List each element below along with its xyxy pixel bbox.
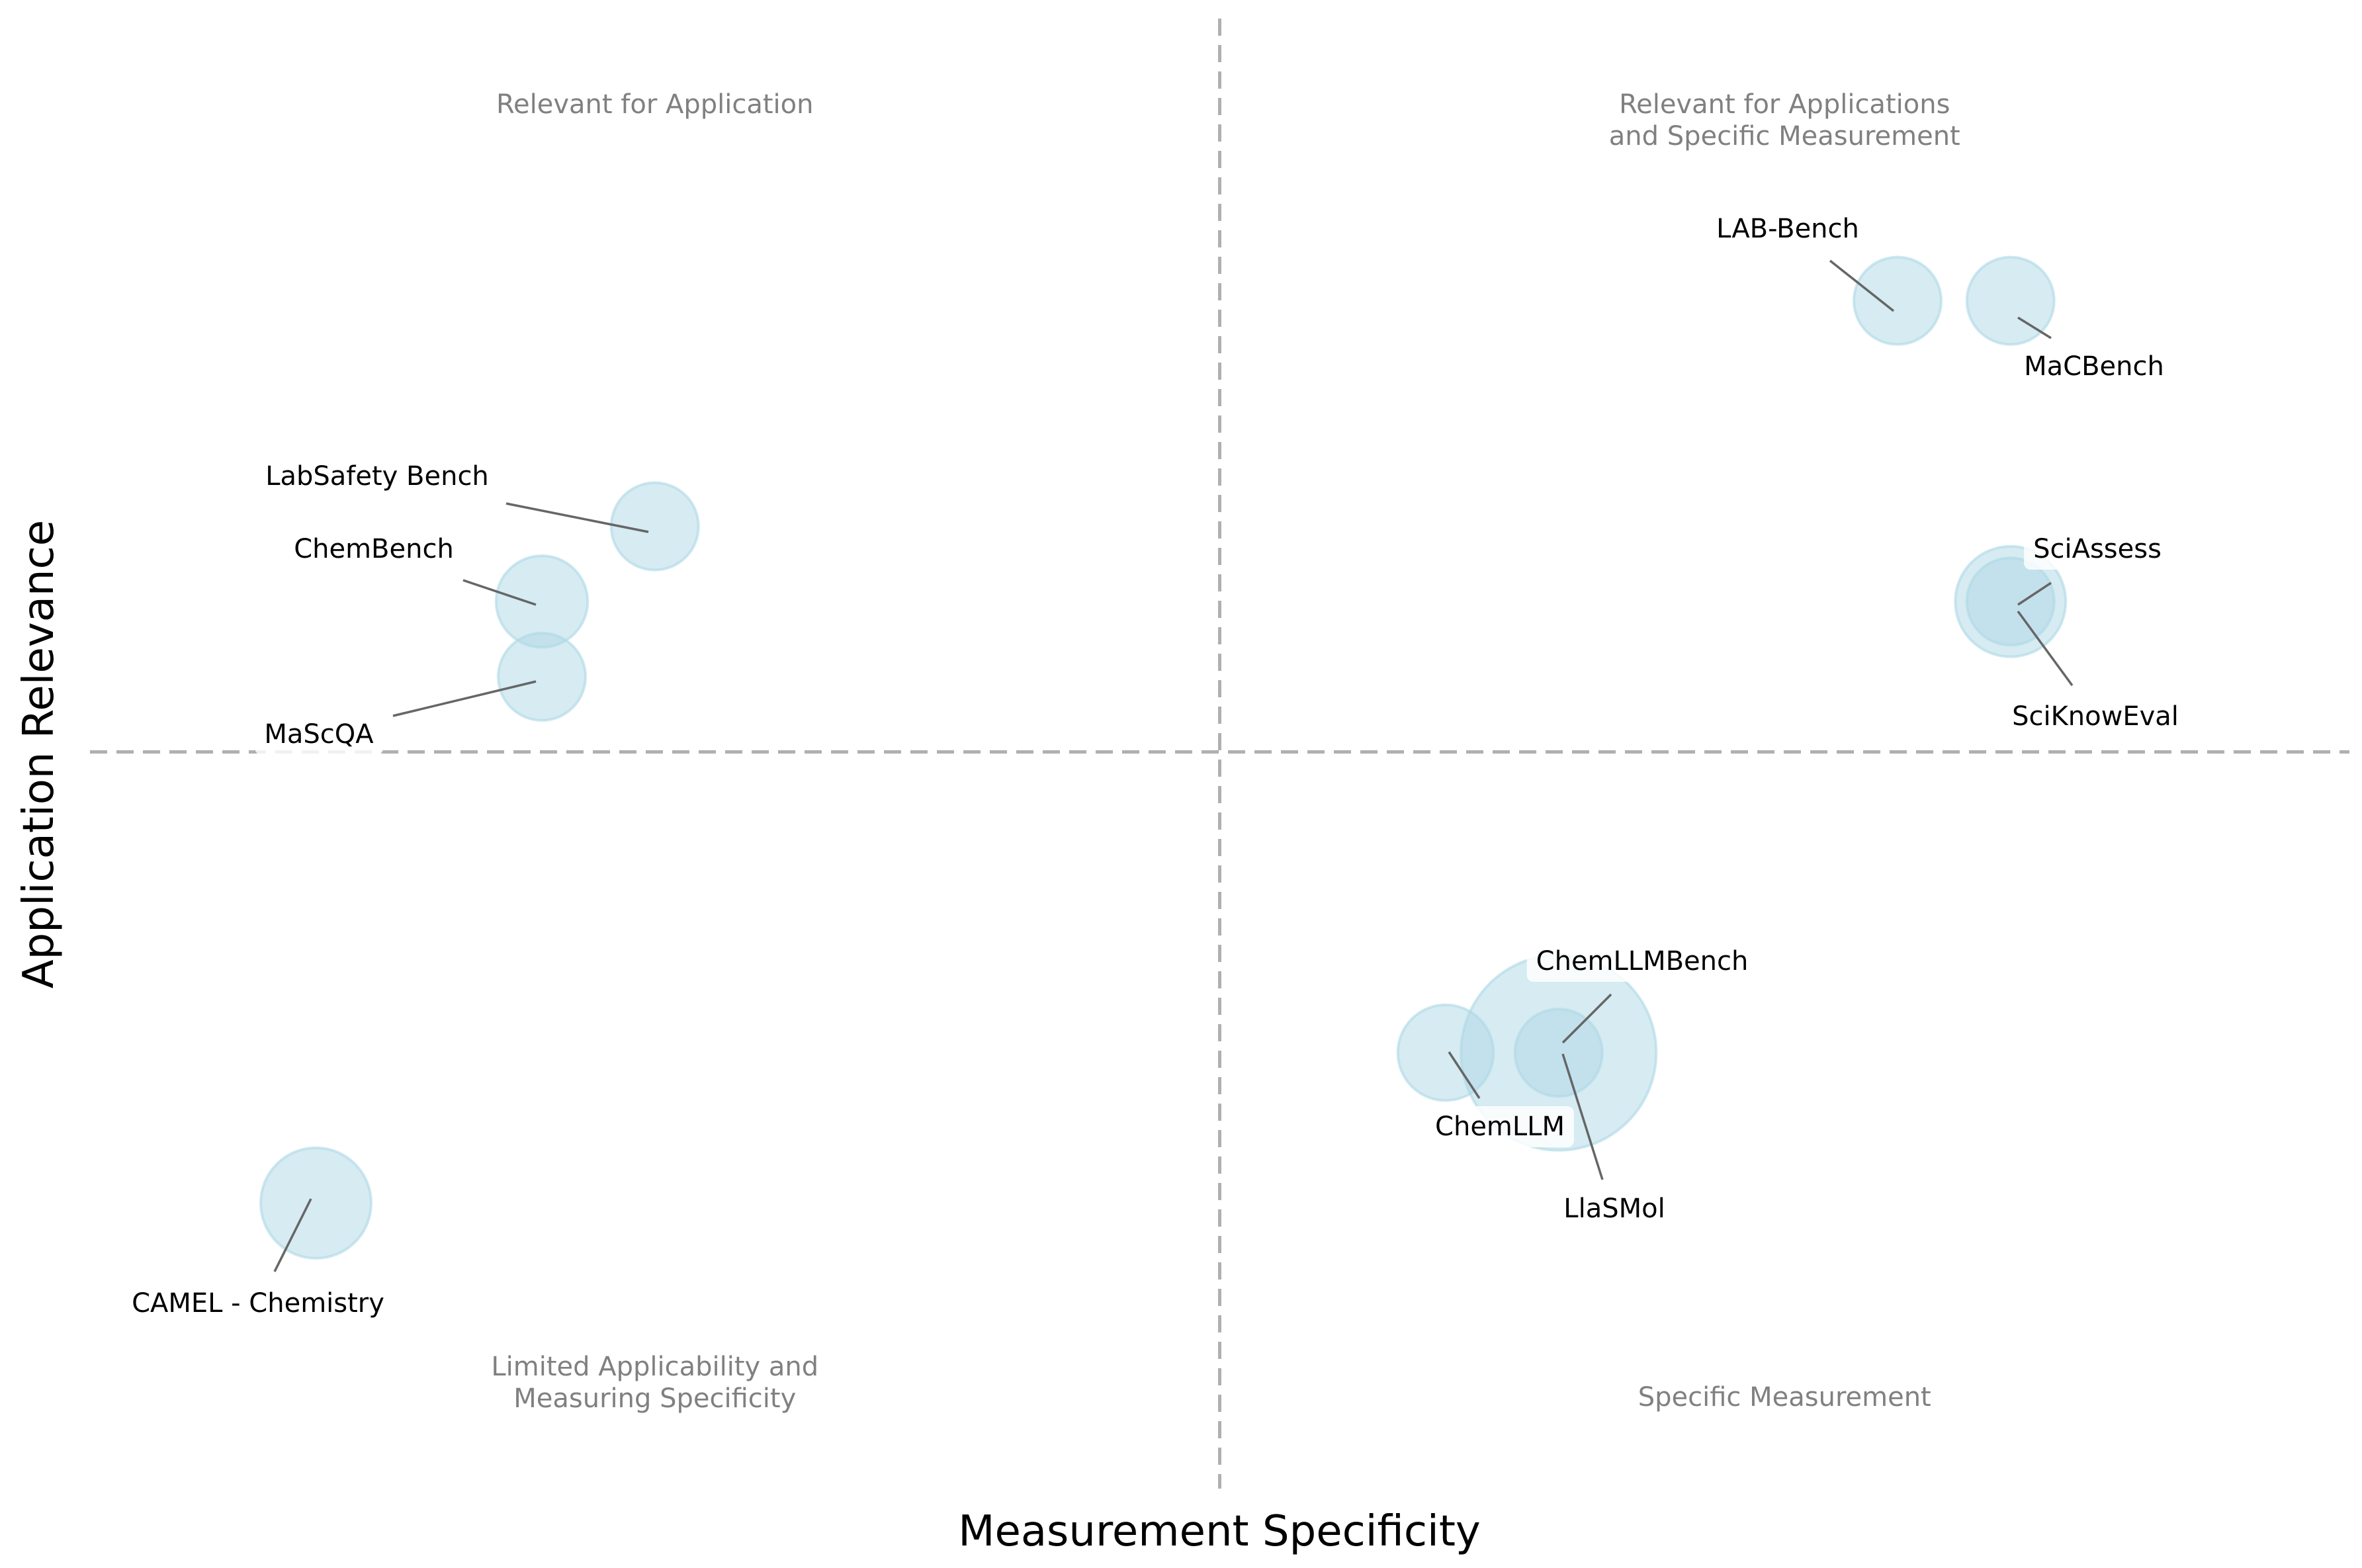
label-mascqa: MaScQA	[264, 719, 374, 750]
leader-camel-chemistry	[273, 1198, 312, 1272]
quadrant-label-line: Specific Measurement	[1638, 1382, 1931, 1413]
quadrant-label-bottom-right: Specific Measurement	[1638, 1382, 1931, 1413]
quadrant-label-line: Measuring Specificity	[513, 1383, 796, 1414]
quadrant-labels: Relevant for Application Relevant for App…	[491, 89, 1960, 1414]
quadrant-label-line: Relevant for Application	[496, 89, 813, 120]
leader-lab-bench	[1829, 259, 1895, 312]
bubble-lab-bench	[1853, 255, 1943, 346]
bubble-labsafety-bench	[609, 481, 700, 572]
bubble-llasmol	[1513, 1008, 1604, 1098]
label-background-chemllmbench	[1526, 941, 1758, 982]
label-sciknoweval: SciKnowEval	[2012, 701, 2179, 732]
label-background-mascqa	[255, 714, 384, 755]
quadrant-dividers	[90, 19, 2349, 1489]
leader-chembench	[462, 579, 537, 606]
quadrant-label-top-right: Relevant for Applications and Specific Me…	[1609, 89, 1960, 152]
leader-chemllmbench	[1561, 993, 1612, 1044]
y-axis-title: Application Relevance	[15, 520, 64, 988]
quadrant-label-line: Relevant for Applications	[1619, 89, 1950, 120]
leader-macbench	[2017, 316, 2052, 339]
label-sciassess: SciAssess	[2033, 534, 2162, 564]
leader-labsafety-bench	[505, 502, 649, 533]
quadrant-label-line: and Specific Measurement	[1609, 121, 1960, 152]
leader-llasmol	[1561, 1053, 1604, 1180]
label-chemllm: ChemLLM	[1435, 1111, 1565, 1142]
bubble-macbench	[1965, 255, 2056, 346]
label-camel-chemistry: CAMEL - Chemistry	[132, 1288, 384, 1319]
label-llasmol: LlaSMol	[1563, 1194, 1665, 1224]
quadrant-label-bottom-left: Limited Applicability and Measuring Speci…	[491, 1352, 818, 1414]
point-labels: LAB-Bench MaCBench LabSafety Bench ChemBenc…	[132, 214, 2179, 1319]
bubble-chemllm	[1396, 1003, 1495, 1102]
label-lab-bench: LAB-Bench	[1716, 214, 1859, 244]
label-chembench: ChemBench	[294, 534, 454, 564]
label-background-macbench	[2015, 346, 2173, 387]
label-macbench: MaCBench	[2024, 351, 2164, 382]
leader-chemllm	[1448, 1051, 1481, 1099]
bubble-mascqa	[497, 631, 587, 722]
label-labsafety-bench: LabSafety Bench	[265, 461, 489, 492]
leader-lines	[273, 259, 2074, 1272]
quadrant-label-top-left: Relevant for Application	[496, 89, 813, 120]
label-background-sciassess	[2024, 529, 2171, 570]
x-axis-title: Measurement Specificity	[958, 1507, 1481, 1556]
leader-sciknoweval	[2017, 610, 2074, 687]
bubble-sciknoweval	[1965, 556, 2056, 647]
label-background-chemllm	[1426, 1106, 1574, 1147]
label-chemllmbench: ChemLLMBench	[1536, 946, 1749, 977]
bubbles	[259, 255, 2068, 1260]
quadrant-label-line: Limited Applicability and	[491, 1352, 818, 1382]
bubble-camel-chemistry	[259, 1146, 372, 1260]
leader-mascqa	[392, 680, 537, 717]
leader-sciassess	[2017, 582, 2052, 606]
